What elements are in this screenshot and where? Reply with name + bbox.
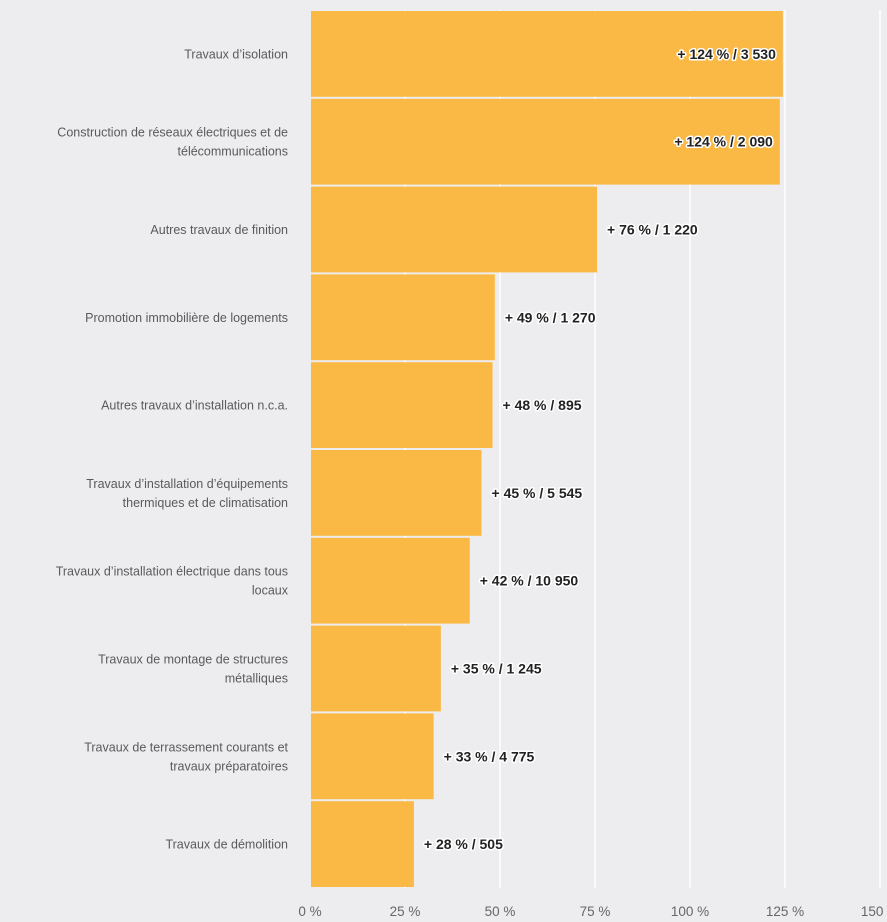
x-tick-label: 0 % bbox=[298, 904, 321, 919]
data-label: + 124 % / 2 090 bbox=[674, 134, 773, 150]
category-label: Autres travaux d’installation n.c.a. bbox=[101, 399, 288, 413]
category-label: Travaux de démolition bbox=[165, 838, 288, 852]
data-label: + 45 % / 5 545 bbox=[492, 485, 583, 501]
x-tick-label: 25 % bbox=[390, 904, 421, 919]
bar bbox=[311, 362, 493, 448]
category-label: Travaux d’isolation bbox=[184, 47, 288, 61]
category-label: Construction de réseaux électriques et d… bbox=[57, 126, 288, 159]
data-label: + 28 % / 505 bbox=[424, 836, 503, 852]
data-label: + 76 % / 1 220 bbox=[607, 222, 698, 238]
bar bbox=[311, 186, 598, 273]
bar bbox=[311, 713, 434, 800]
x-tick-label: 75 % bbox=[580, 904, 611, 919]
category-label: Promotion immobilière de logements bbox=[85, 311, 288, 325]
category-label: Autres travaux de finition bbox=[150, 223, 288, 237]
data-label: + 124 % / 3 530 bbox=[677, 46, 776, 62]
category-label: Travaux d’installation électrique dans t… bbox=[56, 565, 289, 598]
data-label: + 35 % / 1 245 bbox=[451, 661, 542, 677]
bar bbox=[311, 537, 470, 624]
data-label: + 42 % / 10 950 bbox=[480, 573, 579, 589]
category-label: Travaux d’installation d’équipements ther… bbox=[86, 477, 288, 510]
data-label: + 48 % / 895 bbox=[503, 397, 582, 413]
category-label: Travaux de terrassement courants et trava… bbox=[84, 740, 288, 773]
bar bbox=[311, 11, 783, 97]
x-axis-tick-labels: 0 % 25 % 50 % 75 % 100 % 125 % 150 % bbox=[298, 904, 887, 919]
category-label: Travaux de montage de structures métalliq… bbox=[98, 653, 288, 686]
x-tick-label: 50 % bbox=[485, 904, 516, 919]
x-tick-label: 125 % bbox=[766, 904, 804, 919]
bar bbox=[311, 801, 414, 887]
bar bbox=[311, 450, 482, 536]
data-label: + 33 % / 4 775 bbox=[444, 748, 535, 764]
x-tick-label: 150 % bbox=[861, 904, 887, 919]
bar bbox=[311, 98, 780, 185]
bars bbox=[311, 11, 783, 887]
bar bbox=[311, 625, 441, 712]
x-tick-label: 100 % bbox=[671, 904, 709, 919]
category-labels: Travaux d’isolation Construction de résea… bbox=[56, 47, 289, 851]
data-label: + 49 % / 1 270 bbox=[505, 309, 596, 325]
data-labels: + 124 % / 3 530 + 124 % / 2 090 + 76 % / 1… bbox=[422, 44, 777, 853]
bar bbox=[311, 274, 495, 361]
